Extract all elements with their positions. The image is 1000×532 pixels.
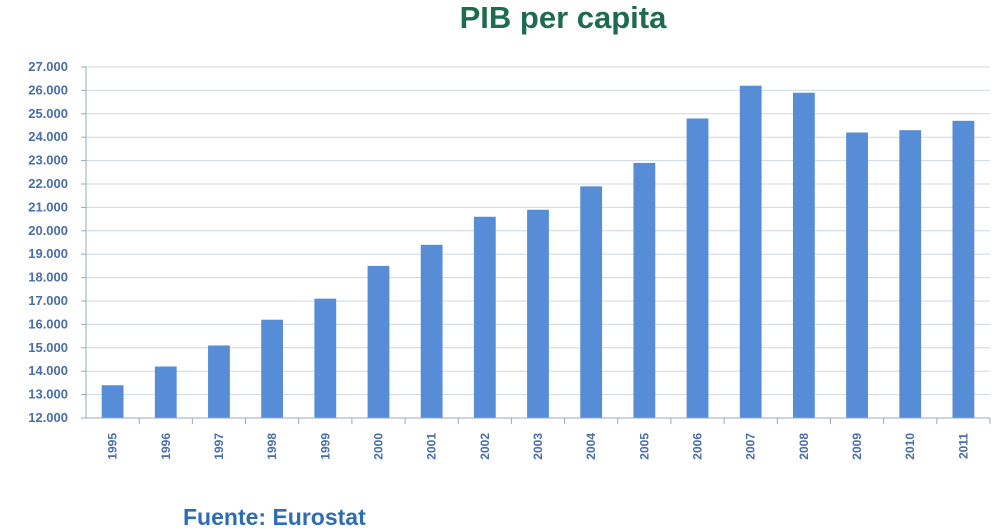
y-tick-label: 26.000 — [28, 82, 68, 97]
x-tick-label: 1997 — [212, 433, 226, 460]
y-tick-label: 17.000 — [28, 293, 68, 308]
x-tick-label: 2000 — [371, 433, 385, 460]
x-tick-label: 2009 — [850, 433, 864, 460]
axes — [85, 67, 990, 419]
y-tick-label: 22.000 — [28, 176, 68, 191]
bar-2010 — [899, 130, 922, 418]
y-tick-label: 12.000 — [28, 410, 68, 425]
y-tick-label: 20.000 — [28, 223, 68, 238]
y-tick-label: 13.000 — [28, 387, 68, 402]
x-tick-label: 2007 — [744, 433, 758, 460]
x-tick-label: 2006 — [691, 433, 705, 460]
y-tick-label: 25.000 — [28, 106, 68, 121]
x-tick-label: 1996 — [159, 433, 173, 460]
x-tick-label: 2004 — [584, 433, 598, 460]
x-tick-label: 2001 — [425, 433, 439, 460]
bar-2009 — [846, 132, 868, 418]
x-tick-label: 1999 — [318, 433, 332, 460]
bar-2006 — [686, 118, 709, 418]
x-tick-label: 1998 — [265, 433, 279, 460]
y-axis-ticks: 12.000 13.000 14.000 15.000 16.000 17.000 18.0… — [28, 59, 86, 425]
x-tick-label: 2005 — [637, 433, 651, 460]
y-tick-label: 14.000 — [28, 363, 68, 378]
bar-2001 — [420, 244, 443, 418]
y-tick-label: 24.000 — [28, 129, 68, 144]
bar-2007 — [739, 85, 762, 418]
y-tick-label: 18.000 — [28, 270, 68, 285]
chart-title: PIB per capita — [459, 0, 667, 35]
bar-1999 — [314, 298, 337, 418]
bar-2002 — [473, 216, 496, 418]
x-tick-label: 2010 — [903, 433, 917, 460]
x-axis-ticks: 1995 1996 1997 1998 1999 2000 2001 2002 2003 2004… — [106, 418, 991, 460]
x-tick-label: 2011 — [956, 433, 970, 459]
x-tick-label: 2008 — [797, 433, 811, 460]
bar-1996 — [154, 366, 177, 418]
bar-2008 — [792, 92, 815, 419]
bar-2004 — [580, 186, 603, 418]
bar-2000 — [367, 265, 390, 418]
x-tick-label: 1995 — [106, 433, 120, 460]
y-tick-label: 16.000 — [28, 316, 68, 331]
y-tick-label: 27.000 — [28, 59, 68, 74]
bar-1998 — [261, 319, 284, 418]
x-tick-label: 2002 — [478, 433, 492, 460]
y-tick-label: 19.000 — [28, 246, 68, 261]
y-tick-label: 15.000 — [28, 340, 68, 355]
bar-1997 — [208, 345, 230, 418]
bar-series — [101, 85, 975, 419]
y-tick-label: 23.000 — [28, 153, 68, 168]
bar-2003 — [527, 209, 549, 418]
y-tick-label: 21.000 — [28, 199, 68, 214]
bar-1995 — [101, 385, 124, 418]
grid-lines — [86, 66, 990, 396]
x-tick-label: 2003 — [531, 433, 545, 460]
bar-2011 — [952, 120, 975, 418]
bar-2005 — [633, 162, 656, 418]
source-note: Fuente: Eurostat — [183, 504, 366, 530]
